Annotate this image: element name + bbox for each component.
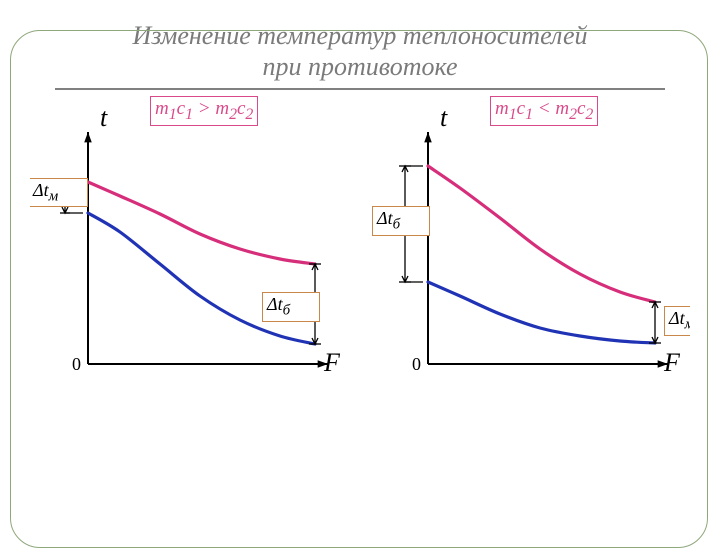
chart-right: t F 0 m1c1 < m2c2 Δtб Δtм: [370, 96, 690, 406]
svg-text:0: 0: [72, 354, 81, 374]
svg-text:t: t: [100, 103, 108, 132]
condition-label: m1c1 < m2c2: [490, 96, 598, 126]
condition-label: m1c1 > m2c2: [150, 96, 258, 126]
delta-t-small-label: Δtм: [30, 178, 88, 208]
svg-text:F: F: [663, 348, 681, 377]
delta-t-big-label: Δtб: [372, 206, 430, 236]
panel-left: t F 0 m1c1 > m2c2 Δtм Δtб: [30, 96, 350, 406]
svg-text:F: F: [323, 348, 341, 377]
delta-t-small-label: Δtм: [664, 306, 690, 336]
delta-t-big-label: Δtб: [262, 292, 320, 322]
svg-text:0: 0: [412, 354, 421, 374]
chart-left: t F 0 m1c1 > m2c2 Δtм Δtб: [30, 96, 350, 406]
panel-right: t F 0 m1c1 < m2c2 Δtб Δtм: [370, 96, 690, 406]
svg-text:t: t: [440, 103, 448, 132]
